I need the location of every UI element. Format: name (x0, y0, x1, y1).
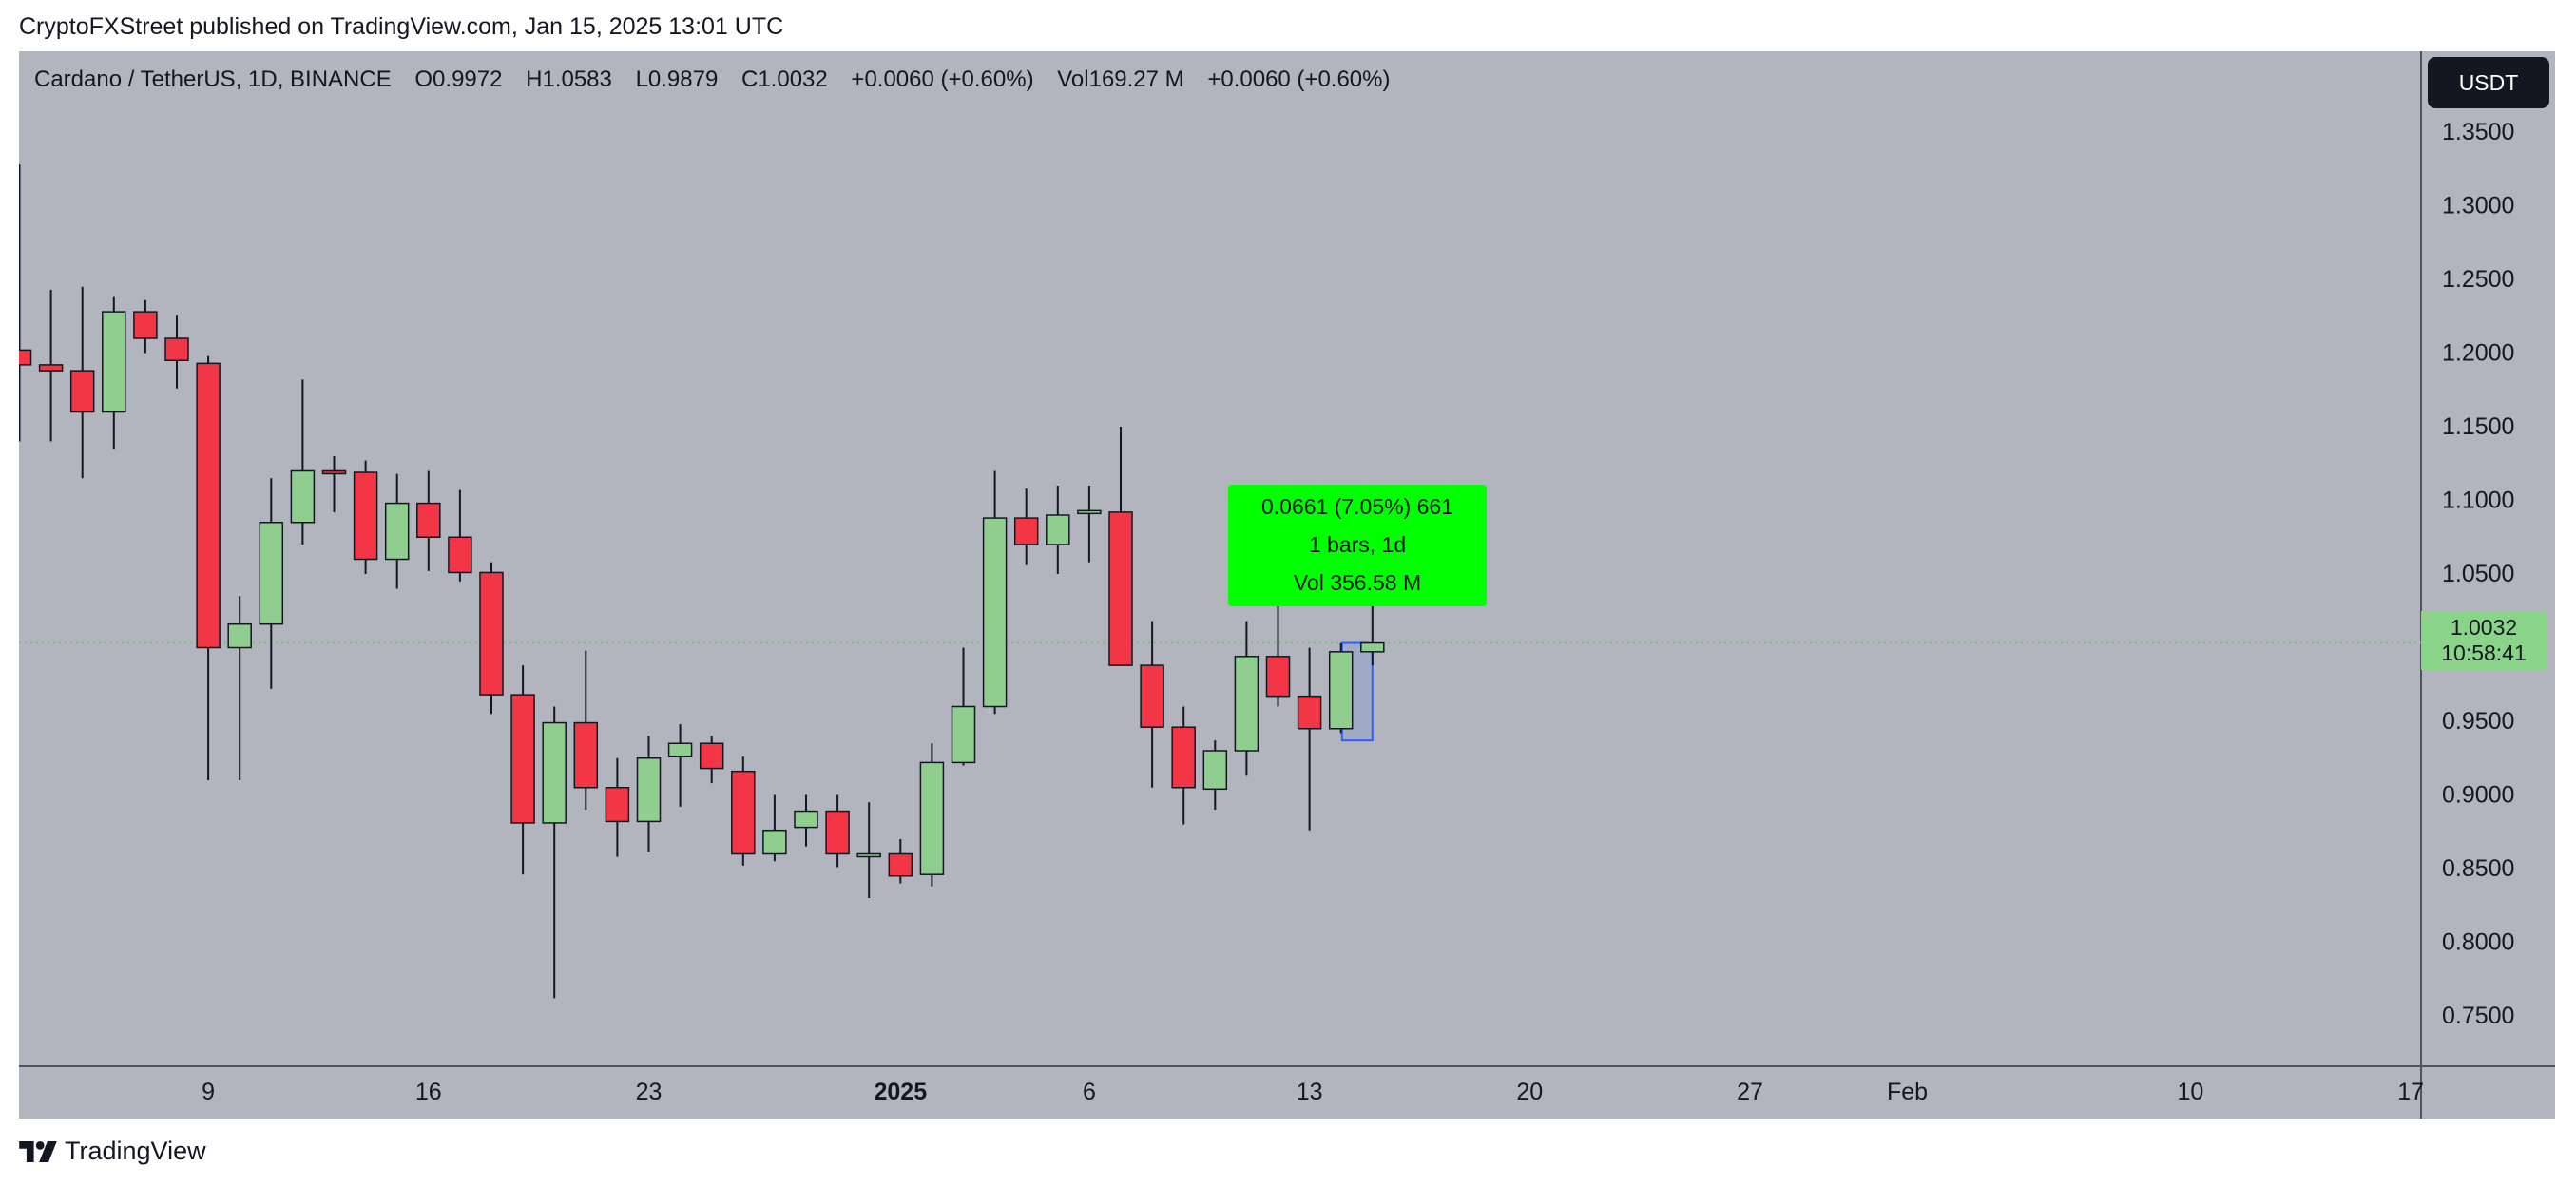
y-tick-label: 1.2000 (2442, 340, 2514, 367)
publisher-line: CryptoFXStreet published on TradingView.… (19, 13, 784, 40)
candle-up (762, 829, 787, 855)
candle-down (573, 721, 599, 789)
candle-down (353, 471, 378, 561)
candle-up (1202, 750, 1228, 791)
candle-down (699, 742, 724, 770)
candle-down (1171, 726, 1196, 789)
y-tick-label: 1.1000 (2442, 488, 2514, 514)
x-tick-label: 17 (2397, 1079, 2424, 1105)
y-tick-label: 1.3500 (2442, 119, 2514, 145)
x-tick-label: 13 (1297, 1079, 1323, 1105)
candle-up (1360, 641, 1385, 653)
x-tick-label: 23 (636, 1079, 663, 1105)
ohlc-legend: Cardano / TetherUS, 1D, BINANCE O0.9972 … (34, 67, 1407, 93)
y-tick-label: 0.8500 (2442, 855, 2514, 882)
candle-down (1108, 511, 1133, 666)
candle-down (19, 349, 32, 366)
x-tick-label: 16 (415, 1079, 442, 1105)
close-value: C1.0032 (741, 67, 828, 92)
tradingview-brand[interactable]: TradingView (19, 1137, 206, 1166)
candle-up (667, 742, 693, 757)
x-tick-label: 6 (1083, 1079, 1096, 1105)
change-value: +0.0060 (+0.60%) (851, 67, 1034, 92)
candle-up (856, 852, 881, 858)
measure-change: 0.0661 (7.05%) 661 (1260, 494, 1454, 519)
candle-down (510, 694, 535, 824)
candle-up (1077, 509, 1102, 515)
high-value: H1.0583 (526, 67, 612, 92)
low-value: L0.9879 (635, 67, 719, 92)
candle-up (384, 502, 410, 561)
x-tick-label: Feb (1887, 1079, 1928, 1105)
candle-down (133, 311, 158, 339)
y-tick-label: 1.3000 (2442, 193, 2514, 220)
candle-up (919, 761, 945, 875)
candle-up (951, 705, 976, 764)
y-tick-label: 0.9000 (2442, 782, 2514, 809)
candle-up (982, 517, 1008, 708)
candle-down (479, 571, 504, 696)
y-tick-label: 1.0500 (2442, 561, 2514, 587)
measure-tool-label[interactable]: 0.0661 (7.05%) 661 1 bars, 1d Vol 356.58… (1228, 485, 1487, 606)
candle-down (1265, 656, 1291, 698)
measure-volume: Vol 356.58 M (1293, 570, 1422, 595)
candle-down (321, 469, 347, 475)
candle-up (794, 810, 818, 829)
measure-bars: 1 bars, 1d (1308, 532, 1407, 557)
candle-down (888, 852, 913, 877)
candle-up (1328, 651, 1354, 730)
chart-plot-area[interactable]: 1.3500 1.3000 1.2500 1.2000 1.1500 1.1000 1.05… (19, 51, 2555, 1119)
candle-up (102, 311, 126, 413)
candle-up (1046, 514, 1070, 545)
bar-countdown: 10:58:41 (2441, 641, 2527, 665)
x-tick-label: 2025 (874, 1079, 927, 1105)
candle-down (164, 337, 189, 361)
candle-up (290, 469, 316, 524)
candle-up (227, 622, 252, 649)
candle-up (259, 522, 284, 625)
last-price-tag: 1.0032 10:58:41 (2421, 611, 2547, 670)
y-tick-label: 0.9500 (2442, 708, 2514, 735)
candle-up (542, 721, 567, 824)
candle-up (636, 757, 662, 823)
open-value: O0.9972 (414, 67, 503, 92)
x-tick-label: 10 (2177, 1079, 2203, 1105)
candle-down (416, 502, 441, 539)
tradingview-logo-icon (19, 1140, 57, 1162)
y-tick-label: 1.1500 (2442, 413, 2514, 440)
candle-down (1140, 664, 1164, 728)
y-tick-label: 0.8000 (2442, 929, 2514, 956)
candle-down (448, 536, 472, 574)
volume-change-value: +0.0060 (+0.60%) (1207, 67, 1391, 92)
candle-down (605, 787, 630, 823)
candlestick-chart[interactable]: 1.3500 1.3000 1.2500 1.2000 1.1500 1.1000 1.05… (19, 51, 2555, 1119)
candle-down (731, 770, 756, 855)
brand-name: TradingView (65, 1137, 206, 1165)
x-tick-label: 27 (1737, 1079, 1763, 1105)
last-price-value: 1.0032 (2450, 615, 2518, 640)
volume-value: Vol169.27 M (1057, 67, 1184, 92)
candle-down (1297, 695, 1322, 730)
currency-button[interactable]: USDT (2428, 57, 2549, 108)
candle-down (196, 362, 221, 649)
y-tick-label: 0.7500 (2442, 1003, 2514, 1029)
x-tick-label: 9 (202, 1079, 215, 1105)
candle-up (1234, 656, 1259, 752)
candle-down (1013, 517, 1039, 545)
symbol-label[interactable]: Cardano / TetherUS, 1D, BINANCE (34, 67, 392, 92)
candle-down (69, 370, 95, 413)
candle-down (825, 810, 850, 855)
candle-down (38, 364, 64, 372)
y-tick-label: 1.2500 (2442, 266, 2514, 293)
x-tick-label: 20 (1516, 1079, 1543, 1105)
